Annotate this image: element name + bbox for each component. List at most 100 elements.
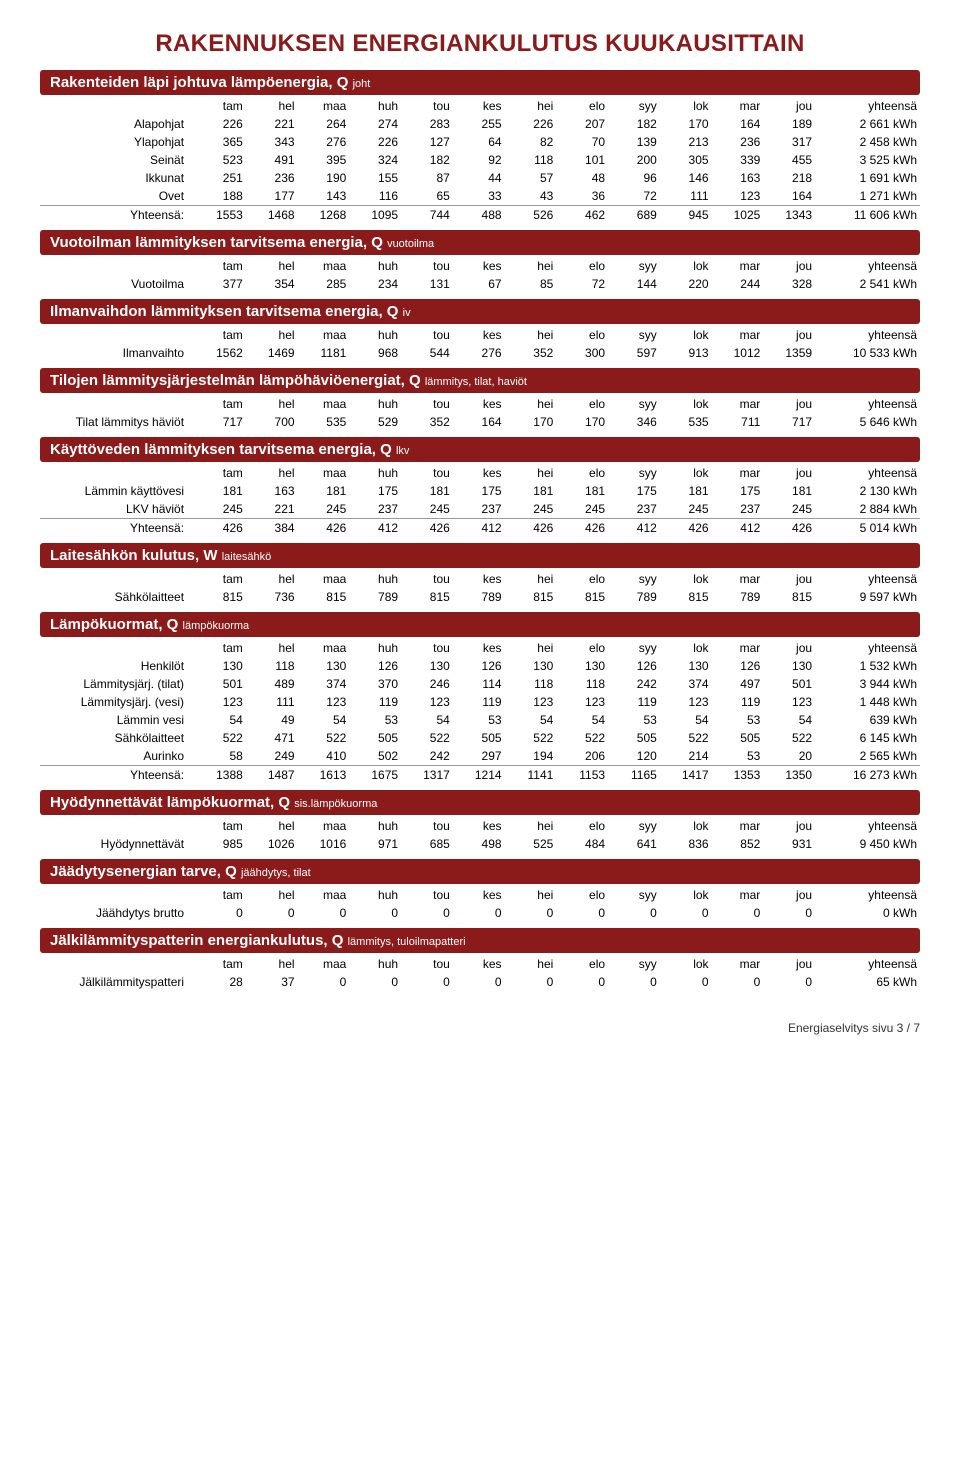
value-cell: 1016 [298, 835, 350, 853]
month-header: mar [712, 257, 764, 275]
section-title: Hyödynnettävät lämpökuormat, Q [50, 794, 294, 811]
value-cell: 276 [453, 344, 505, 362]
data-table: tamhelmaahuhtoukesheielosyylokmarjouyhte… [40, 955, 920, 991]
value-cell: 119 [608, 693, 660, 711]
value-cell: 237 [453, 500, 505, 519]
value-cell: 155 [349, 169, 401, 187]
month-header-row: tamhelmaahuhtoukesheielosyylokmarjouyhte… [40, 464, 920, 482]
value-cell: 163 [712, 169, 764, 187]
month-header: kes [453, 326, 505, 344]
data-row: Henkilöt13011813012613012613013012613012… [40, 657, 920, 675]
data-row: Ilmanvaihto15621469118196854427635230059… [40, 344, 920, 362]
section-title: Käyttöveden lämmityksen tarvitsema energ… [50, 441, 396, 458]
month-header: lok [660, 639, 712, 657]
value-cell: 54 [401, 711, 453, 729]
value-cell: 119 [453, 693, 505, 711]
value-cell: 251 [194, 169, 246, 187]
month-header: tam [194, 570, 246, 588]
value-cell: 164 [453, 413, 505, 431]
value-cell: 118 [246, 657, 298, 675]
value-cell: 245 [556, 500, 608, 519]
month-header: kes [453, 257, 505, 275]
month-header: syy [608, 326, 660, 344]
month-header: hei [505, 955, 557, 973]
value-cell: 410 [298, 747, 350, 766]
data-table: tamhelmaahuhtoukesheielosyylokmarjouyhte… [40, 97, 920, 224]
value-cell: 53 [608, 711, 660, 729]
value-cell: 0 [763, 973, 815, 991]
value-cell: 143 [298, 187, 350, 206]
month-header: tam [194, 817, 246, 835]
month-header: elo [556, 395, 608, 413]
month-header: elo [556, 326, 608, 344]
row-total: 11 606 kWh [815, 206, 920, 225]
month-header: jou [763, 464, 815, 482]
row-total: 5 646 kWh [815, 413, 920, 431]
value-cell: 717 [194, 413, 246, 431]
value-cell: 70 [556, 133, 608, 151]
month-header: mar [712, 97, 764, 115]
value-cell: 502 [349, 747, 401, 766]
month-header: lok [660, 570, 712, 588]
value-cell: 242 [401, 747, 453, 766]
month-header: huh [349, 570, 401, 588]
section-header: Jälkilämmityspatterin energiankulutus, Q… [40, 928, 920, 953]
value-cell: 72 [556, 275, 608, 293]
value-cell: 346 [608, 413, 660, 431]
value-cell: 126 [608, 657, 660, 675]
total-header: yhteensä [815, 257, 920, 275]
value-cell: 200 [608, 151, 660, 169]
section-title: Laitesähkön kulutus, W [50, 547, 222, 564]
value-cell: 181 [298, 482, 350, 500]
value-cell: 246 [401, 675, 453, 693]
month-header: hel [246, 97, 298, 115]
value-cell: 522 [401, 729, 453, 747]
section-subscript: lkv [396, 445, 409, 457]
data-row: Alapohjat2262212642742832552262071821701… [40, 115, 920, 133]
section-header: Tilojen lämmitysjärjestelmän lämpöhäviöe… [40, 368, 920, 393]
value-cell: 220 [660, 275, 712, 293]
month-header-row: tamhelmaahuhtoukesheielosyylokmarjouyhte… [40, 326, 920, 344]
value-cell: 58 [194, 747, 246, 766]
month-header: hel [246, 570, 298, 588]
section-header: Käyttöveden lämmityksen tarvitsema energ… [40, 437, 920, 462]
value-cell: 343 [246, 133, 298, 151]
data-row: Aurinko582494105022422971942061202145320… [40, 747, 920, 766]
month-header: elo [556, 639, 608, 657]
row-total: 3 525 kWh [815, 151, 920, 169]
row-total: 65 kWh [815, 973, 920, 991]
value-cell: 175 [349, 482, 401, 500]
month-header: kes [453, 395, 505, 413]
value-cell: 245 [660, 500, 712, 519]
value-cell: 455 [763, 151, 815, 169]
value-cell: 815 [194, 588, 246, 606]
section-header: Rakenteiden läpi johtuva lämpöenergia, Q… [40, 70, 920, 95]
value-cell: 789 [349, 588, 401, 606]
value-cell: 53 [712, 747, 764, 766]
value-cell: 305 [660, 151, 712, 169]
value-cell: 0 [763, 904, 815, 922]
value-cell: 245 [763, 500, 815, 519]
value-cell: 181 [763, 482, 815, 500]
value-cell: 101 [556, 151, 608, 169]
value-cell: 505 [712, 729, 764, 747]
value-cell: 53 [453, 711, 505, 729]
total-header: yhteensä [815, 886, 920, 904]
month-header: tou [401, 955, 453, 973]
row-label: Lämmitysjärj. (vesi) [40, 693, 194, 711]
month-header: jou [763, 639, 815, 657]
value-cell: 501 [194, 675, 246, 693]
month-header: lok [660, 395, 712, 413]
month-header: huh [349, 639, 401, 657]
month-header: jou [763, 955, 815, 973]
value-cell: 0 [453, 904, 505, 922]
value-cell: 1675 [349, 766, 401, 785]
value-cell: 111 [246, 693, 298, 711]
data-table: tamhelmaahuhtoukesheielosyylokmarjouyhte… [40, 257, 920, 293]
value-cell: 535 [660, 413, 712, 431]
row-total: 6 145 kWh [815, 729, 920, 747]
value-cell: 789 [608, 588, 660, 606]
value-cell: 505 [453, 729, 505, 747]
value-cell: 54 [763, 711, 815, 729]
value-cell: 1359 [763, 344, 815, 362]
